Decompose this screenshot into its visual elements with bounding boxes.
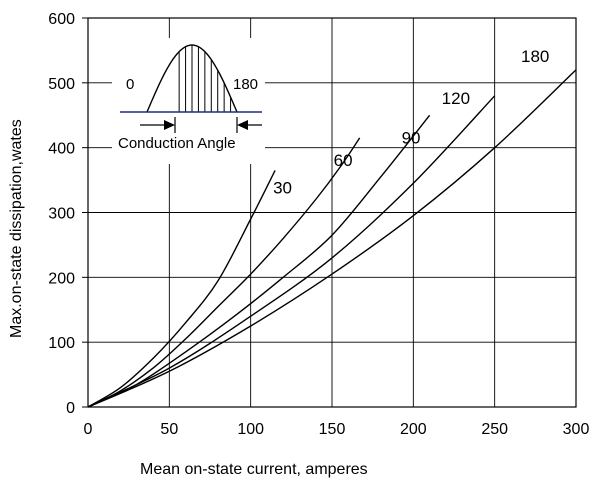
- x-tick-label: 200: [400, 421, 427, 438]
- y-tick-label: 500: [48, 76, 75, 93]
- series-lines: [87, 69, 577, 408]
- series-label-120: 120: [442, 89, 470, 108]
- y-tick-label: 600: [48, 11, 75, 28]
- sine-half-wave: [146, 44, 238, 113]
- y-tick-label: 200: [48, 270, 75, 287]
- x-tick-label: 0: [84, 421, 93, 438]
- series-line-180: [87, 69, 577, 408]
- inset-background: [112, 38, 265, 164]
- series-label-30: 30: [273, 178, 292, 197]
- x-axis-ticks: 0 50 100 150 200 250 300: [84, 421, 590, 438]
- x-axis-title: Mean on-state current, amperes: [140, 461, 368, 478]
- y-axis-title: Max.on-state dissipation,wates: [8, 119, 25, 338]
- inset-left-arrow-icon: [164, 120, 175, 130]
- x-tick-label: 50: [160, 421, 178, 438]
- inset-caption: Conduction Angle: [118, 135, 236, 152]
- series-label-180: 180: [521, 47, 549, 66]
- conduction-angle-inset: 0 180 Conduction Angle: [112, 38, 265, 164]
- y-tick-label: 300: [48, 206, 75, 223]
- series-labels: 30 60 90 120 180: [273, 47, 549, 197]
- y-tick-label: 0: [66, 400, 75, 417]
- series-label-60: 60: [334, 151, 353, 170]
- inset-left-label: 0: [126, 76, 134, 93]
- inset-right-arrow-icon: [237, 120, 248, 130]
- x-tick-label: 250: [481, 421, 508, 438]
- x-tick-label: 100: [237, 421, 264, 438]
- series-line-120: [87, 95, 496, 408]
- x-tick-label: 150: [319, 421, 346, 438]
- y-tick-label: 100: [48, 335, 75, 352]
- series-line-60: [87, 137, 361, 408]
- series-line-90: [87, 114, 431, 408]
- inset-hatch-lines: [178, 45, 232, 112]
- x-tick-label: 300: [563, 421, 590, 438]
- series-label-90: 90: [402, 128, 421, 147]
- y-axis-ticks: 0 100 200 300 400 500 600: [48, 11, 88, 417]
- y-tick-label: 400: [48, 141, 75, 158]
- series-line-30: [87, 170, 276, 408]
- inset-right-label: 180: [233, 76, 258, 93]
